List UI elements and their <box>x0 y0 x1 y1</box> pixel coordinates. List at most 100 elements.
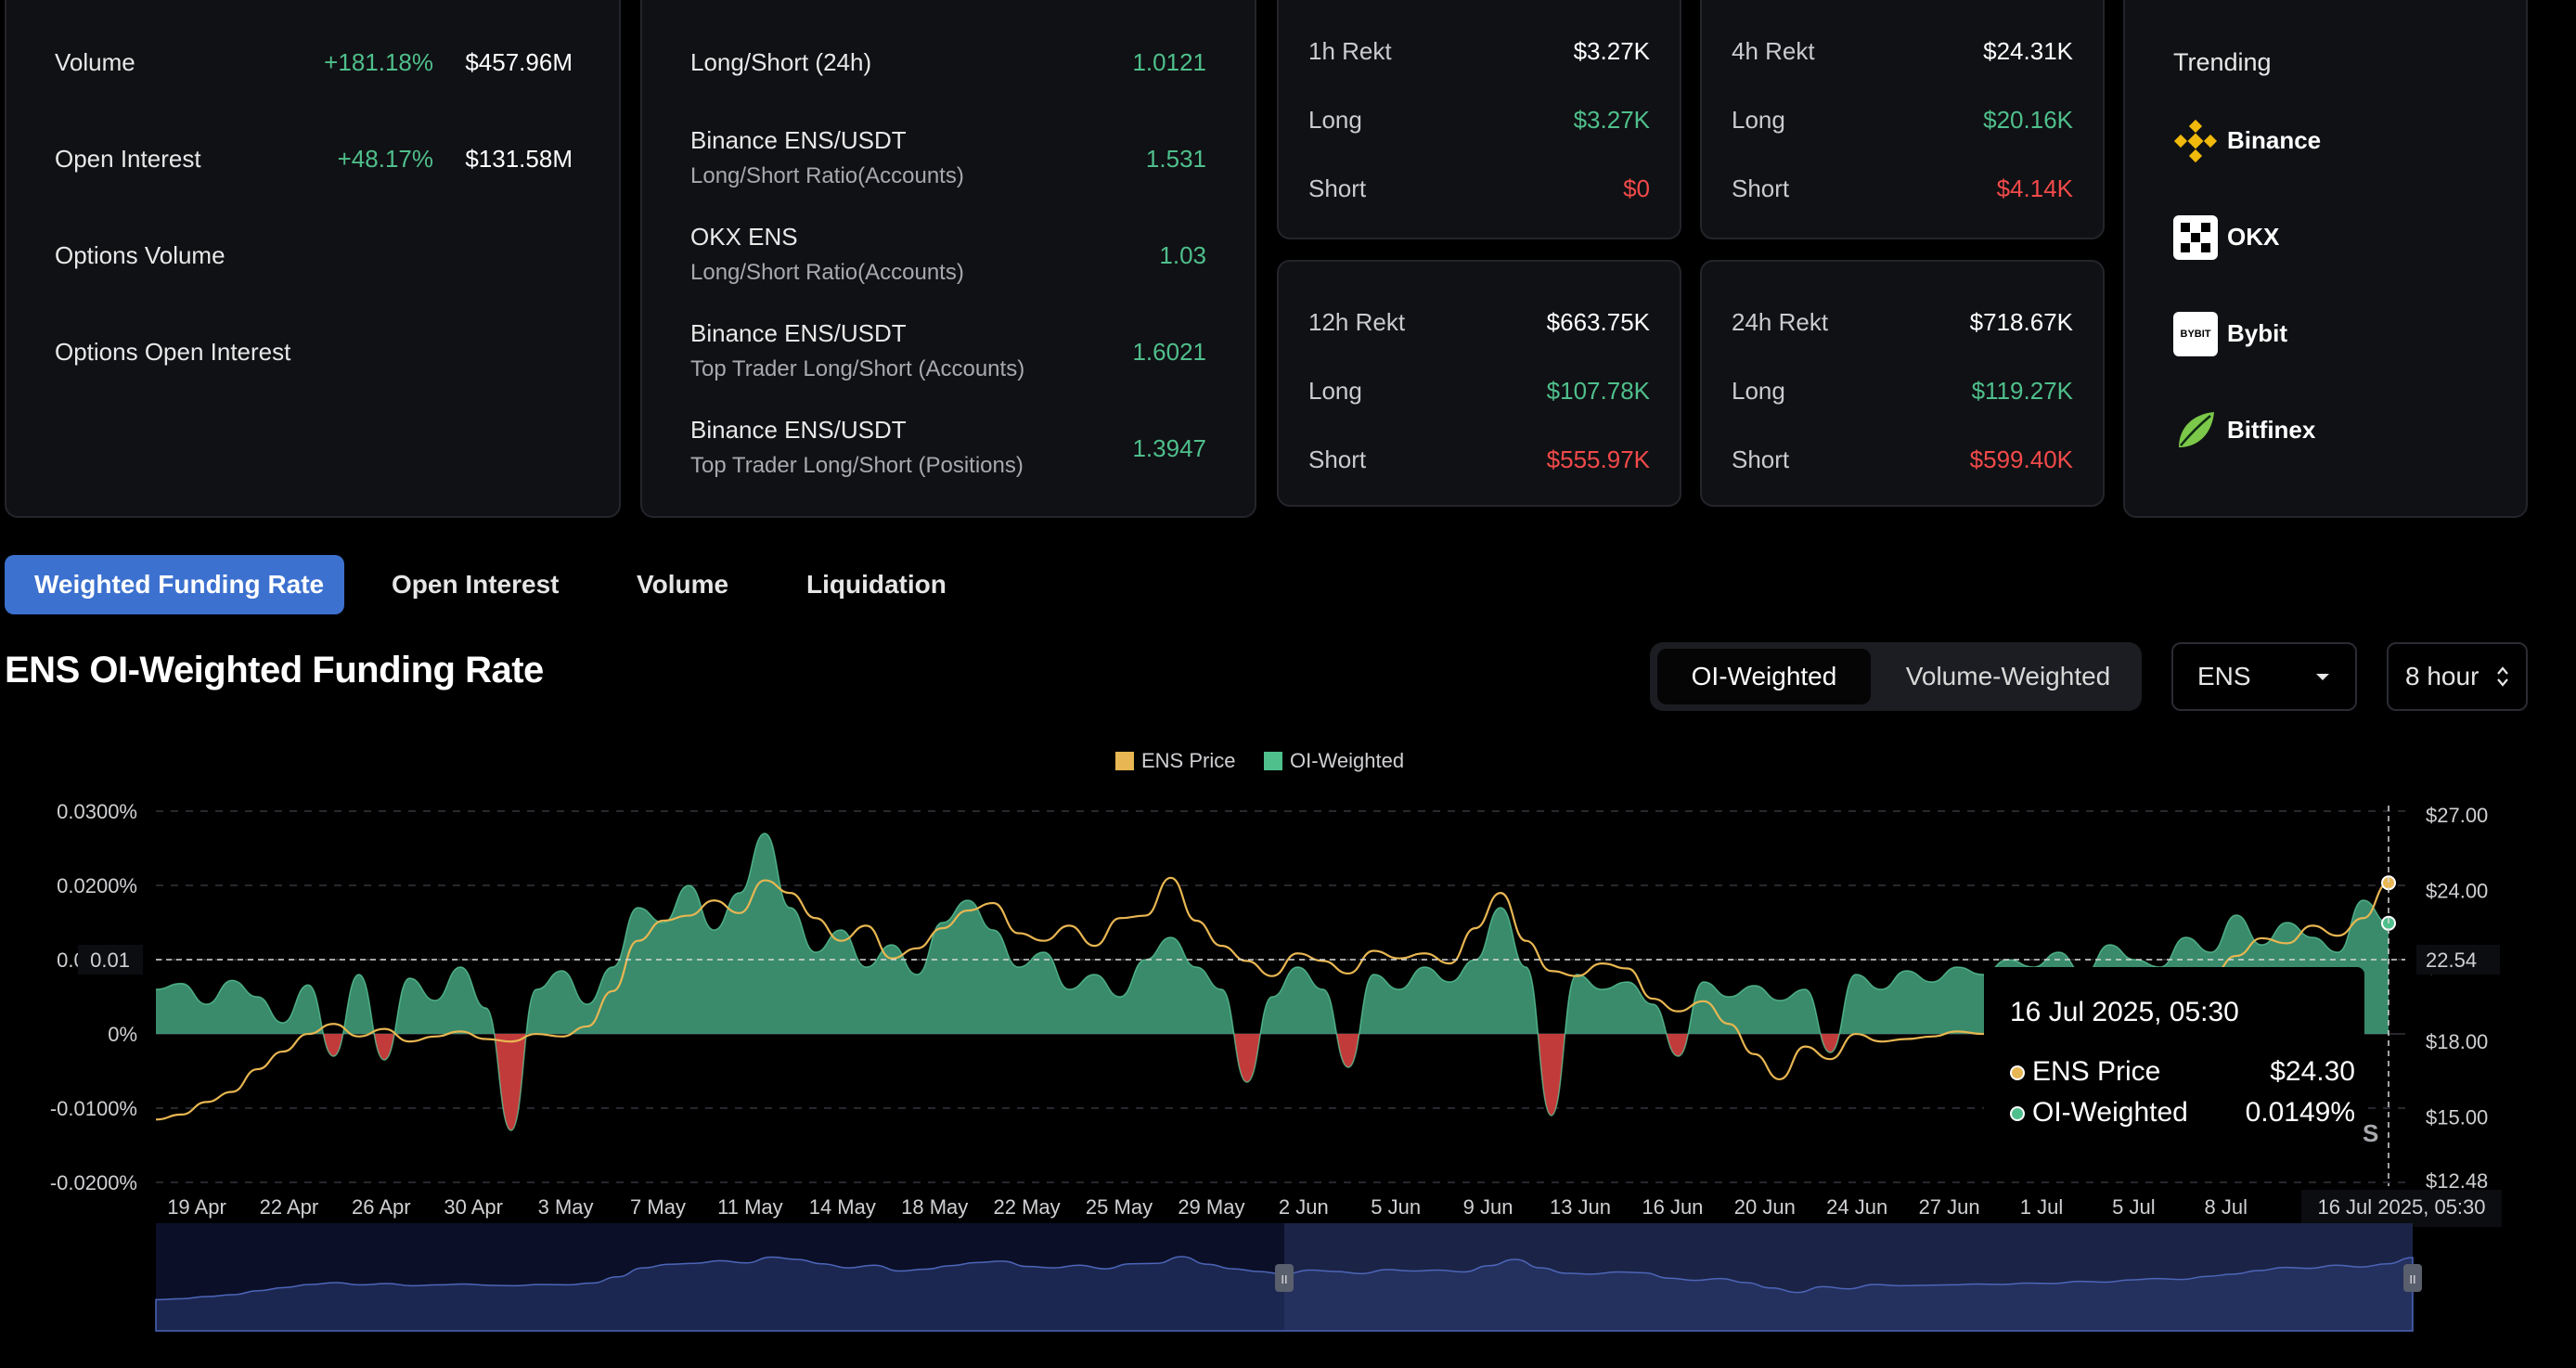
trending-item-label: Bybit <box>2227 319 2287 347</box>
right-axis-tick: $18.00 <box>2426 1030 2488 1053</box>
x-axis-tick: 14 May <box>809 1195 876 1219</box>
legend-label-oi[interactable]: OI-Weighted <box>1290 749 1404 772</box>
volume-row-value: $457.96M <box>465 48 573 76</box>
bybit-icon: BYBIT <box>2173 312 2218 356</box>
volume-row-label: Options Open Interest <box>55 338 291 366</box>
coin-select[interactable]: ENS <box>2171 642 2357 711</box>
x-axis-tick: 7 May <box>630 1195 686 1219</box>
rekt-long-label: Long <box>1308 106 1362 134</box>
trending-item-bybit[interactable]: BYBIT Bybit <box>2173 310 2452 358</box>
crosshair-x-tag <box>2301 1190 2502 1227</box>
rekt-card-4h: 4h Rekt $24.31K Long $20.16K Short $4.14K <box>1700 0 2105 239</box>
weight-toggle: OI-Weighted Volume-Weighted <box>1650 642 2142 711</box>
range-slider-handle-right[interactable]: II <box>2403 1264 2422 1292</box>
tab-weighted-funding-rate[interactable]: Weighted Funding Rate <box>5 555 344 614</box>
volume-row-change: +48.17% <box>337 145 433 173</box>
rekt-long-label: Long <box>1732 377 1785 405</box>
oi-weighted-area-positive <box>156 833 2389 1034</box>
ratio-row-value: 1.3947 <box>1132 434 1206 462</box>
tooltip-value: 0.0149% <box>2245 1097 2355 1128</box>
tooltip-row-price: ENS Price $24.30 <box>2010 1056 2355 1093</box>
ratio-row-value: 1.531 <box>1145 145 1206 173</box>
trending-item-bitfinex[interactable]: Bitfinex <box>2173 407 2452 455</box>
legend-label-price[interactable]: ENS Price <box>1141 749 1235 772</box>
volume-row: Open Interest +48.17% $131.58M <box>6 145 619 182</box>
bitfinex-icon <box>2179 412 2214 447</box>
x-axis-tick: 5 Jun <box>1371 1195 1421 1219</box>
ratio-row-sublabel: Long/Short Ratio(Accounts) <box>690 163 964 188</box>
rekt-short-value: $599.40K <box>1969 445 2073 473</box>
x-axis-tick: 3 May <box>538 1195 594 1219</box>
crosshair-right-label: 22.54 <box>2426 949 2477 972</box>
tooltip-value: $24.30 <box>2270 1056 2355 1087</box>
x-axis-tick: 18 May <box>901 1195 968 1219</box>
range-handle-body[interactable] <box>1275 1264 1294 1292</box>
chart-legend[interactable]: ENS Price OI-Weighted <box>1115 749 1404 772</box>
tab-open-interest[interactable]: Open Interest <box>392 570 560 599</box>
trending-item-binance[interactable]: Binance <box>2173 117 2452 165</box>
x-axis-tick: 29 May <box>1178 1195 1244 1219</box>
tooltip-dot-oi <box>2010 1106 2025 1121</box>
tab-volume[interactable]: Volume <box>637 570 729 599</box>
ratio-row-label: Long/Short (24h) <box>690 48 872 76</box>
ratio-row: Binance ENS/USDT Top Trader Long/Short (A… <box>642 319 1255 394</box>
coin-select-value: ENS <box>2197 662 2251 690</box>
volume-row: Volume +181.18% $457.96M <box>6 48 619 85</box>
x-axis-tick: 25 May <box>1086 1195 1153 1219</box>
rekt-title: 4h Rekt <box>1732 37 1815 65</box>
volume-weighted-button[interactable]: Volume-Weighted <box>1905 662 2111 690</box>
range-handle-body[interactable] <box>2403 1264 2422 1292</box>
left-axis-tick: 0.0300% <box>57 800 137 823</box>
rekt-long-value: $119.27K <box>1971 377 2073 405</box>
ratio-row-sublabel: Top Trader Long/Short (Positions) <box>690 453 1024 478</box>
left-axis-tick: -0.0200% <box>50 1171 137 1194</box>
ratio-row: Binance ENS/USDT Top Trader Long/Short (P… <box>642 416 1255 490</box>
range-slider-handle-left[interactable]: II <box>1275 1264 1294 1292</box>
ratio-row: Binance ENS/USDT Long/Short Ratio(Account… <box>642 126 1255 200</box>
ratio-row-label: OKX ENS <box>690 223 798 251</box>
crosshair-left-tag <box>78 945 143 974</box>
right-axis-tick: $24.00 <box>2426 879 2488 902</box>
ratio-row-label: Binance ENS/USDT <box>690 319 907 347</box>
rekt-short-label: Short <box>1308 445 1367 473</box>
right-axis-tick: $27.00 <box>2426 804 2488 827</box>
x-axis-tick: 5 Jul <box>2112 1195 2155 1219</box>
rekt-short-value: $4.14K <box>1996 174 2073 202</box>
right-axis-tick: $12.48 <box>2426 1169 2488 1193</box>
tooltip-label: OI-Weighted <box>2032 1097 2188 1128</box>
rekt-long-value: $107.78K <box>1546 377 1650 405</box>
tab-liquidation[interactable]: Liquidation <box>806 570 947 599</box>
interval-select[interactable]: 8 hour <box>2387 642 2528 711</box>
crosshair-x-label: 16 Jul 2025, 05:30 <box>2317 1195 2485 1219</box>
range-handle-grip: II <box>2409 1272 2415 1286</box>
rekt-short-value: $555.97K <box>1546 445 1650 473</box>
x-axis-tick: 30 Apr <box>444 1195 503 1219</box>
ratio-row-sublabel: Top Trader Long/Short (Accounts) <box>690 356 1025 381</box>
trending-card: Trending Binance OKX BYBIT Bybit <box>2123 0 2528 518</box>
x-axis-tick: 1 Jul <box>2020 1195 2063 1219</box>
trending-item-okx[interactable]: OKX <box>2173 213 2452 262</box>
rekt-title: 1h Rekt <box>1308 37 1392 65</box>
sort-arrows-icon <box>2497 666 2508 687</box>
x-axis-tick: 22 May <box>994 1195 1061 1219</box>
rekt-long-label: Long <box>1308 377 1362 405</box>
ratio-row-value: 1.0121 <box>1132 48 1206 76</box>
x-axis-tick: 11 May <box>717 1195 783 1219</box>
trending-item-label: OKX <box>2227 223 2280 251</box>
rekt-title: 24h Rekt <box>1732 308 1829 336</box>
tooltip-row-oi: OI-Weighted 0.0149% <box>2010 1097 2355 1134</box>
oi-weighted-button[interactable]: OI-Weighted <box>1657 649 1871 704</box>
funding-rate-chart[interactable]: 0.0300%0.0200%0.0100%0%-0.0100%-0.0200%$… <box>0 742 2576 1336</box>
left-axis-tick: 0.0200% <box>57 874 137 897</box>
rekt-short-label: Short <box>1732 174 1790 202</box>
ratio-row-sublabel: Long/Short Ratio(Accounts) <box>690 260 964 285</box>
volume-row-label: Open Interest <box>55 145 201 173</box>
legend-swatch-price <box>1115 752 1134 770</box>
trending-item-label: Binance <box>2227 126 2322 154</box>
crosshair-left-label: 0.01 <box>90 949 130 972</box>
ratio-row: OKX ENS Long/Short Ratio(Accounts) 1.03 <box>642 223 1255 297</box>
tooltip-dot-price <box>2010 1065 2025 1080</box>
rekt-total: $3.27K <box>1573 37 1650 65</box>
caret-down-icon <box>2316 674 2329 680</box>
ratio-row: Long/Short (24h) 1.0121 <box>642 48 1255 123</box>
